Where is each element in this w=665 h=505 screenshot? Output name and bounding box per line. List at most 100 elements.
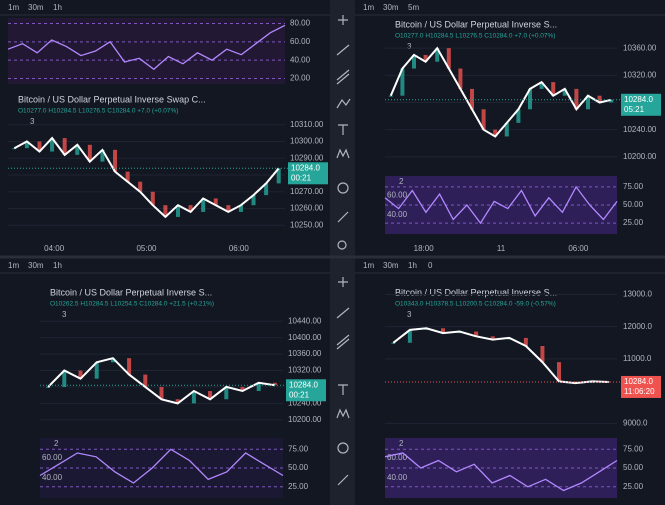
drawing-toolbar [330,0,355,505]
candle [435,48,440,62]
ohlc-values: O10277.0 H10284.5 L10276.5 C10284.0 +7.0… [18,108,178,115]
crosshair-icon[interactable] [338,277,348,287]
osc-count: 2 [399,439,404,448]
candle [490,336,495,340]
candle [562,88,567,96]
y-tick-label: 10300.00 [290,137,324,146]
y-tick-label: 10290.00 [290,153,324,162]
candle [175,399,180,404]
candle [240,386,245,392]
osc-left-tick-label: 60.00 [387,190,408,199]
emoji-icon[interactable] [337,182,349,194]
osc-left-tick-label: 40.00 [42,473,63,482]
candle [470,88,474,110]
elliott-icon[interactable] [336,148,350,159]
y-tick-label: 10200.00 [288,415,322,424]
elliott-icon[interactable] [336,408,350,419]
candle [474,331,479,337]
time-label: 05:00 [136,244,157,253]
timeframe-button[interactable]: 1h [53,261,62,270]
timeframe-button[interactable]: 1h [408,261,417,270]
candle [609,99,614,103]
price-label: 10284.0 [291,163,320,172]
candle [62,370,67,387]
timeframe-button[interactable]: 30m [383,3,399,12]
candle [125,171,130,182]
text-tool-icon[interactable] [338,384,348,395]
candle [191,391,196,404]
time-label: 11 [497,244,506,253]
y-tick-label: 10320.00 [623,70,657,79]
candle [597,95,602,103]
osc-left-tick-label: 40.00 [387,473,408,482]
pattern-icon[interactable] [336,98,351,109]
y-tick-label: 10310.00 [290,120,324,129]
candle [458,68,463,89]
timeframe-button[interactable]: 0 [428,261,433,270]
line-tool-icon[interactable] [336,307,350,319]
time-label: 06:00 [229,244,250,253]
timeframe-button[interactable]: 1m [363,3,374,12]
osc-tick-label: 25.00 [623,482,644,491]
candle [586,95,590,110]
osc-left-tick-label: 40.00 [387,210,408,219]
chart-title: Bitcoin / US Dollar Perpetual Inverse S.… [395,287,557,297]
ohlc-values: O10343.0 H10378.5 L10200.5 C10284.0 -59.… [395,301,556,308]
channel-tool-icon[interactable] [336,69,350,85]
crosshair-icon[interactable] [338,15,348,25]
candle [213,198,218,206]
y-tick-label: 10240.00 [623,125,657,134]
candle [557,362,561,382]
osc-tick-label: 40.00 [290,55,311,64]
timeframe-button[interactable]: 5m [408,3,419,12]
emoji-icon[interactable] [337,442,349,454]
osc-count: 2 [399,177,404,186]
timeframe-button[interactable]: 30m [383,261,399,270]
timeframe-button[interactable]: 30m [28,261,44,270]
candle [400,68,405,96]
candle [110,358,115,363]
candle [423,54,428,62]
oscillator-line [384,452,618,492]
y-tick-label: 10270.00 [290,187,324,196]
zoom-icon[interactable] [337,240,347,250]
oscillator-pane [8,18,285,84]
ruler-icon[interactable] [337,474,349,486]
osc-tick-label: 50.00 [623,463,644,472]
osc-count: 2 [54,439,59,448]
price-line [389,46,612,138]
countdown: 05:21 [624,105,645,114]
candle [264,183,269,196]
ohlc-values: O10277.0 H10284.5 L10276.5 C10284.0 +7.0… [395,33,555,40]
time-label: 06:00 [568,244,589,253]
timeframe-button[interactable]: 30m [28,3,44,12]
candle [493,129,498,137]
timeframe-button[interactable]: 1m [8,261,19,270]
candle [143,374,148,387]
channel-tool-icon[interactable] [336,334,350,350]
price-badge [621,375,661,398]
chart-title: Bitcoin / US Dollar Perpetual Inverse S.… [395,19,557,29]
candle [138,181,143,192]
y-tick-label: 10360.00 [288,349,322,358]
countdown: 11:06:20 [624,387,655,396]
y-tick-label: 12000.0 [623,322,652,331]
y-tick-label: 10260.00 [290,204,324,213]
timeframe-button[interactable]: 1h [53,3,62,12]
candle [37,141,42,152]
price-label: 10284.0 [624,95,653,104]
candle [62,138,67,155]
timeframe-button[interactable]: 1m [363,261,374,270]
candle [539,82,544,89]
osc-left-tick-label: 60.00 [42,453,63,462]
price-line [47,357,276,405]
timeframe-button[interactable]: 1m [8,3,19,12]
text-tool-icon[interactable] [338,124,348,135]
y-tick-label: 10200.00 [623,152,657,161]
price-badge [621,93,661,116]
osc-tick-label: 75.00 [288,444,309,453]
ruler-icon[interactable] [337,211,349,223]
countdown: 00:21 [289,390,310,399]
line-tool-icon[interactable] [336,44,350,56]
